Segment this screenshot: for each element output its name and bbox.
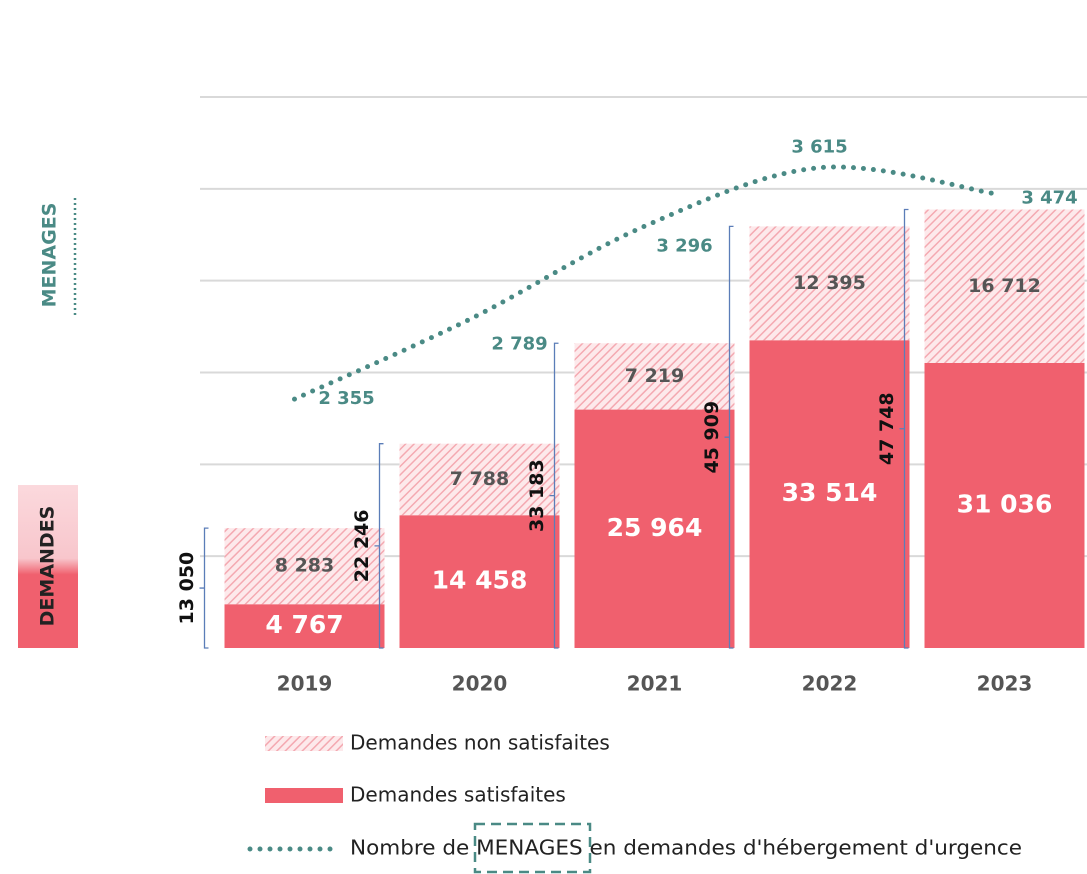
value-label: 25 964 xyxy=(607,513,703,542)
total-bracket xyxy=(199,527,209,649)
bar-satisfied xyxy=(749,340,910,648)
line-label: 2 355 xyxy=(318,388,374,409)
line-label: 3 474 xyxy=(1021,188,1077,209)
total-bracket xyxy=(549,342,559,649)
bar-satisfied xyxy=(924,362,1085,648)
total-bracket xyxy=(374,443,384,649)
side-label: MENAGES xyxy=(39,203,61,308)
legend-swatch xyxy=(265,788,343,803)
value-label: 7 219 xyxy=(625,365,685,387)
legend-label: Demandes satisfaites xyxy=(350,783,566,807)
bar-unsatisfied xyxy=(574,343,735,410)
side-label: DEMANDES xyxy=(37,506,59,627)
x-tick-label: 2020 xyxy=(452,672,508,696)
bar-satisfied xyxy=(224,604,385,648)
value-label: 4 767 xyxy=(265,610,343,639)
value-label: 16 712 xyxy=(968,275,1041,297)
legend-swatch xyxy=(265,736,343,751)
total-label: 22 246 xyxy=(351,509,373,582)
value-label: 14 458 xyxy=(432,566,528,595)
bar-unsatisfied xyxy=(924,209,1085,363)
value-label: 7 788 xyxy=(450,468,510,490)
line-label: 3 296 xyxy=(656,235,712,256)
x-tick-label: 2022 xyxy=(802,672,858,696)
bar-satisfied xyxy=(399,515,560,648)
bar-unsatisfied xyxy=(224,528,385,605)
bar-unsatisfied xyxy=(749,226,910,341)
x-tick-label: 2019 xyxy=(277,672,333,696)
line-label: 2 789 xyxy=(491,333,547,354)
legend-highlight xyxy=(473,822,592,874)
total-label: 47 748 xyxy=(876,392,898,465)
bar-unsatisfied xyxy=(399,443,560,516)
total-label: 45 909 xyxy=(701,401,723,474)
total-bracket xyxy=(724,225,734,649)
x-tick-label: 2023 xyxy=(977,672,1033,696)
menages-line xyxy=(292,164,997,402)
value-label: 8 283 xyxy=(275,555,335,577)
total-label: 13 050 xyxy=(176,552,198,625)
x-tick-label: 2021 xyxy=(627,672,683,696)
total-label: 33 183 xyxy=(526,459,548,532)
value-label: 31 036 xyxy=(957,489,1053,518)
bar-satisfied xyxy=(574,409,735,648)
legend-label: Nombre de MENAGES en demandes d'hébergem… xyxy=(350,836,1022,860)
total-bracket xyxy=(899,208,909,649)
legend-label: Demandes non satisfaites xyxy=(350,731,610,755)
value-label: 12 395 xyxy=(793,272,866,294)
side-swatch xyxy=(18,485,78,648)
line-label: 3 615 xyxy=(791,137,847,158)
value-label: 33 514 xyxy=(782,478,878,507)
